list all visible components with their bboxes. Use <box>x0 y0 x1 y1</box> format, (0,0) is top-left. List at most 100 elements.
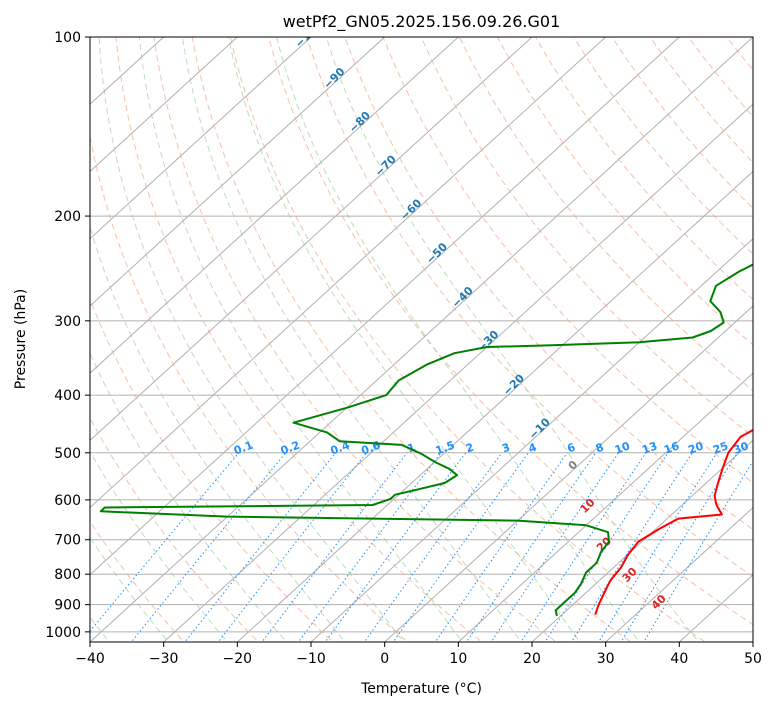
moist-adiabat-line <box>276 37 640 642</box>
x-tick-label: 50 <box>744 651 762 667</box>
mixing-ratio-line <box>363 452 503 642</box>
y-tick-label: 100 <box>54 30 81 46</box>
dry-adiabat-line <box>420 37 753 438</box>
y-tick-label: 800 <box>54 567 81 583</box>
mixing-ratio-line <box>297 452 442 642</box>
moist-adiabat-line <box>325 37 700 642</box>
mixing-ratio-line <box>598 452 718 642</box>
mixing-ratio-label: 16 <box>662 439 681 457</box>
y-tick-label: 400 <box>54 388 81 404</box>
isotherm-line <box>457 372 753 642</box>
dry-adiabat-line <box>90 297 334 642</box>
mixing-ratio-label: 25 <box>711 439 730 456</box>
dry-adiabat-label: −70 <box>372 152 399 179</box>
mixing-ratio-line <box>184 452 337 642</box>
isotherm-line <box>90 37 459 374</box>
dry-adiabat-line <box>535 37 753 301</box>
moist-adiabat-line <box>98 37 405 642</box>
mixing-ratio-label: 1.5 <box>434 439 457 458</box>
mixing-ratio-label: 6 <box>565 441 577 456</box>
moist-adiabat-label: 30 <box>620 565 640 585</box>
dry-adiabat-line <box>765 37 775 647</box>
x-tick-label: −30 <box>149 651 179 667</box>
dry-adiabat-label: −90 <box>321 65 348 92</box>
mixing-ratio-label: 10 <box>613 439 632 457</box>
x-tick-label: 0 <box>380 651 389 667</box>
isotherm-line <box>90 37 607 509</box>
dry-adiabat-label: −50 <box>424 240 451 267</box>
isotherm-line <box>90 37 680 576</box>
mixing-ratio-line <box>520 452 647 642</box>
x-tick-label: −40 <box>75 651 105 667</box>
mixing-ratio-label: 1 <box>406 441 418 456</box>
background-lines <box>90 37 775 647</box>
moist-adiabat-line <box>138 37 463 642</box>
mixing-ratio-label: 0.6 <box>359 439 382 458</box>
mixing-ratio-label: 0.1 <box>232 439 255 458</box>
mixing-ratio-line <box>643 460 753 642</box>
x-tick-label: −10 <box>296 651 326 667</box>
mixing-ratio-label: 36 <box>752 439 771 457</box>
x-tick-label: 40 <box>670 651 688 667</box>
x-tick-label: 10 <box>449 651 467 667</box>
isotherm-line <box>605 506 753 642</box>
isotherm-line <box>163 103 753 642</box>
mixing-ratio-line <box>261 452 408 642</box>
mixing-ratio-label: 2 <box>464 441 476 456</box>
x-tick-label: −20 <box>223 651 253 667</box>
dry-adiabat-line <box>268 37 753 626</box>
dry-adiabat-line <box>115 37 483 642</box>
dry-adiabat-line <box>153 37 558 642</box>
mixing-ratio-label: 30 <box>732 439 751 457</box>
dry-adiabat-line <box>90 134 409 642</box>
mixing-ratio-line <box>434 452 568 642</box>
isotherm-line <box>90 37 238 173</box>
moist-adiabat-line <box>90 351 288 642</box>
dry-adiabat-line <box>306 37 753 578</box>
dry-adiabat-line <box>496 37 753 346</box>
mixing-ratio-label: 13 <box>640 439 659 456</box>
dry-adiabat-line <box>191 37 632 642</box>
mixing-ratio-label: 0.4 <box>329 439 352 458</box>
isotherm-line <box>531 439 753 642</box>
moist-adiabat-line <box>227 37 581 642</box>
x-tick-label: 30 <box>597 651 615 667</box>
isotherm-line <box>90 37 533 442</box>
temperature-line <box>594 428 753 615</box>
dry-adiabat-label: −30 <box>475 328 502 355</box>
dry-adiabat-line <box>229 37 707 642</box>
x-axis-label: Temperature (°C) <box>360 681 482 697</box>
plot-frame <box>89 36 754 643</box>
x-tick-label: 20 <box>523 651 541 667</box>
y-tick-label: 700 <box>54 533 81 549</box>
mixing-ratio-line <box>217 452 367 642</box>
x-axis-ticks: −40 −30 −20 −10 0 10 20 30 40 50 <box>75 642 762 667</box>
isotherm-line <box>90 37 312 240</box>
isopleth-labels: 0.1 0.2 0.4 0.6 1 1.5 2 3 4 6 8 10 13 16 20 25 30 36−100−… <box>232 37 771 612</box>
dewpoint-line <box>99 263 753 617</box>
dry-adiabat-line <box>726 37 753 71</box>
isotherm-line <box>236 170 753 642</box>
isotherm-line <box>90 37 386 307</box>
mixing-ratio-label: 8 <box>594 441 606 456</box>
mixing-ratio-line <box>130 452 287 642</box>
mixing-ratio-line <box>620 452 738 642</box>
y-tick-label: 500 <box>54 446 81 462</box>
y-tick-label: 1000 <box>45 625 81 641</box>
moist-adiabat-line <box>90 224 346 642</box>
dry-adiabat-line <box>344 37 753 531</box>
mixing-ratio-line <box>544 452 669 642</box>
isotherm-line <box>752 641 753 642</box>
dry-adiabat-line <box>90 416 260 642</box>
isotherm-line <box>90 37 753 642</box>
moist-adiabat-label: 40 <box>649 592 669 612</box>
chart-title: wetPf2_GN05.2025.156.09.26.G01 <box>283 12 561 32</box>
mixing-ratio-line <box>571 452 693 642</box>
y-axis-label: Pressure (hPa) <box>13 289 29 389</box>
moist-adiabat-line <box>90 450 229 642</box>
moist-adiabat-label: 20 <box>594 534 614 554</box>
mixing-ratio-line <box>392 452 529 642</box>
dry-adiabat-line <box>382 37 753 484</box>
moist-adiabat-label: 10 <box>578 496 598 516</box>
